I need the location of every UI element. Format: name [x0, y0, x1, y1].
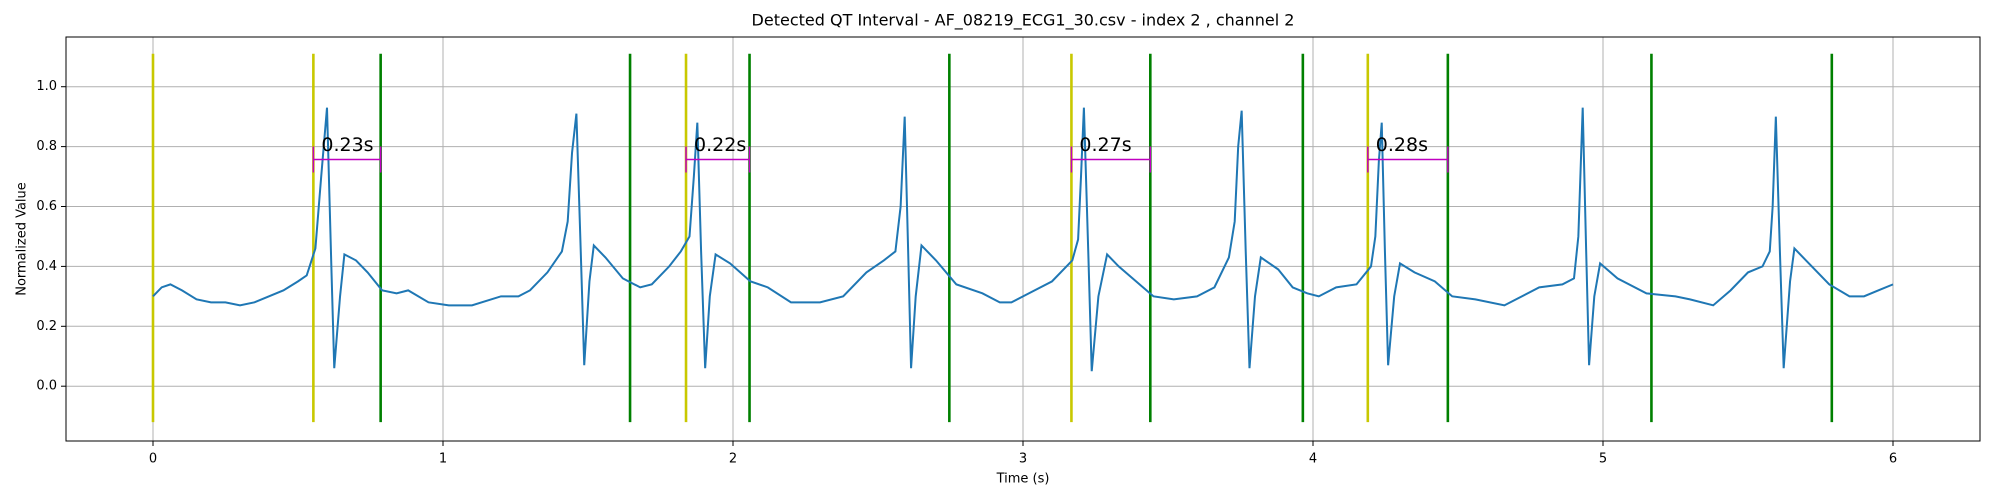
interval-label: 0.22s — [694, 134, 746, 156]
chart-title: Detected QT Interval - AF_08219_ECG1_30.… — [752, 11, 1295, 31]
interval-label: 0.28s — [1376, 134, 1428, 156]
x-tick-label: 5 — [1599, 452, 1607, 467]
interval-label: 0.23s — [321, 134, 373, 156]
y-tick-label: 1.0 — [36, 79, 57, 94]
x-tick-label: 6 — [1889, 452, 1897, 467]
x-tick-label: 0 — [149, 452, 157, 467]
y-tick-label: 0.6 — [36, 199, 57, 214]
interval-label: 0.27s — [1079, 134, 1131, 156]
x-tick-label: 2 — [729, 452, 737, 467]
x-tick-label: 4 — [1309, 452, 1317, 467]
ecg-line — [152, 107, 1894, 372]
y-axis-label: Normalized Value — [15, 182, 30, 296]
x-axis-label: Time (s) — [996, 472, 1050, 487]
x-tick-label: 3 — [1019, 452, 1027, 467]
x-tick-label: 1 — [439, 452, 447, 467]
y-tick-label: 0.8 — [36, 139, 57, 154]
y-tick-label: 0.2 — [36, 319, 57, 334]
y-tick-label: 0.4 — [36, 259, 57, 274]
y-tick-label: 0.0 — [36, 379, 57, 394]
axes-frame — [65, 36, 1981, 442]
